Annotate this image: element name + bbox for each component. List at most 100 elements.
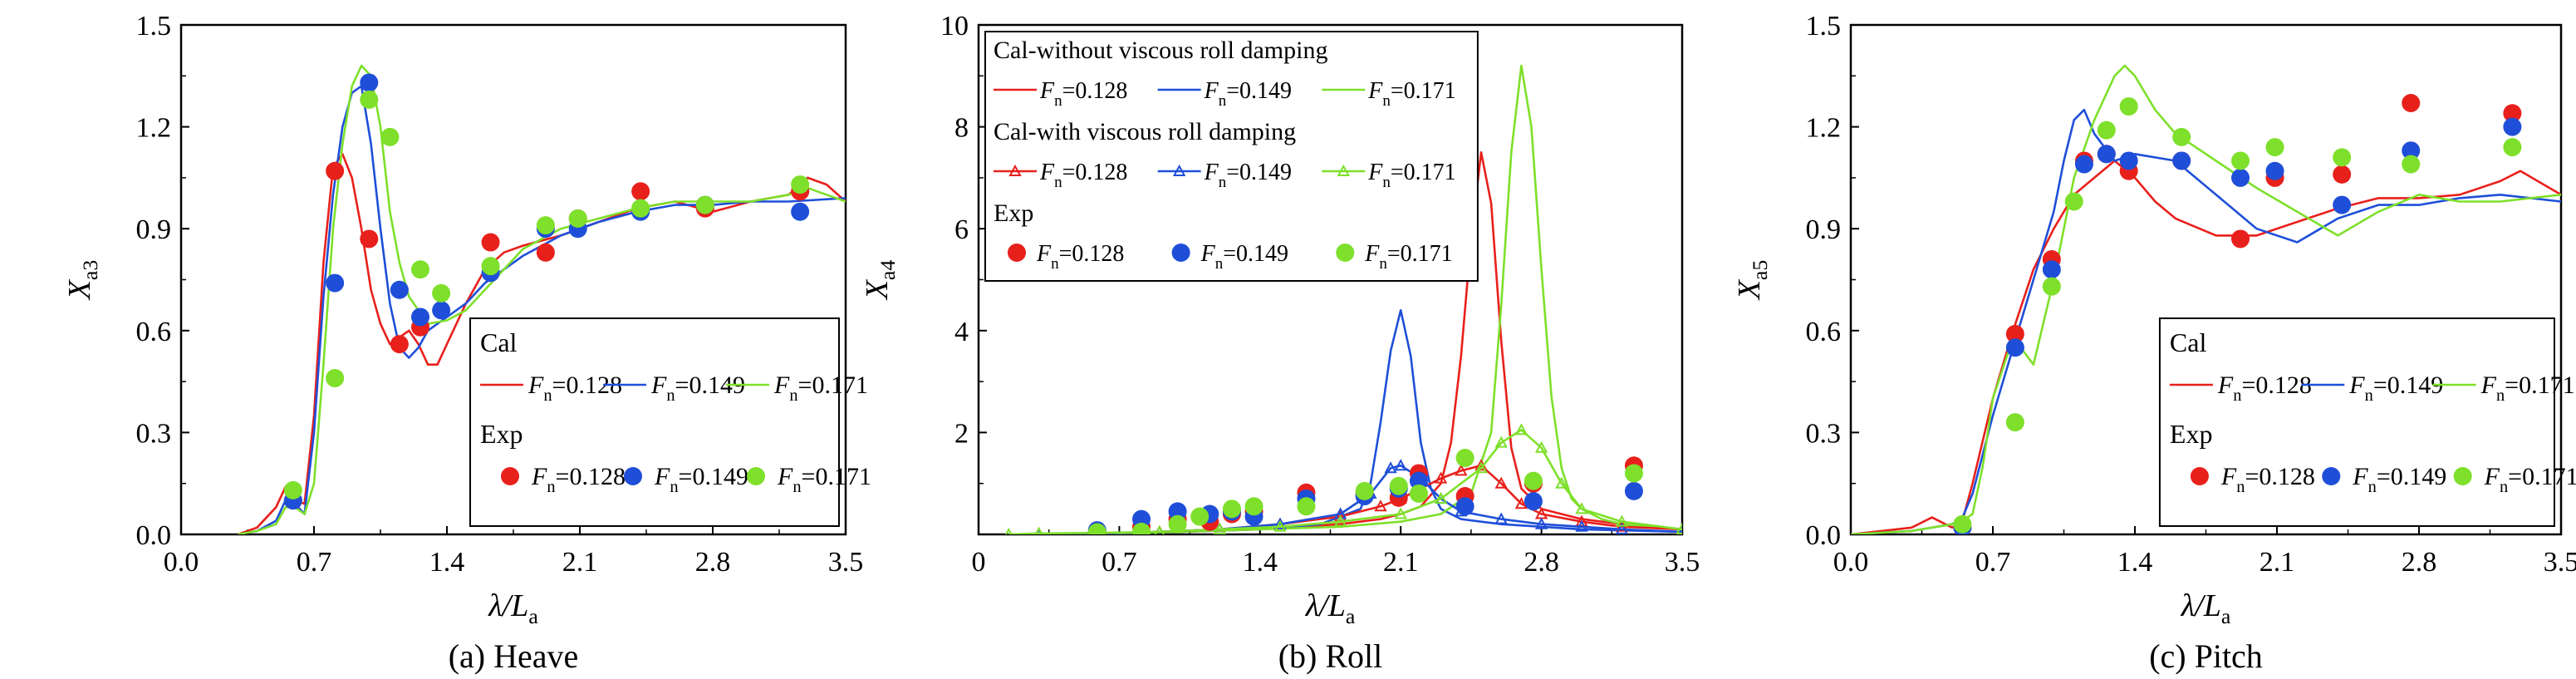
data-point-blue bbox=[1168, 502, 1187, 521]
data-point-green bbox=[1132, 522, 1151, 534]
data-point-blue bbox=[2333, 195, 2352, 214]
triangle-marker-red bbox=[1434, 471, 1448, 484]
triangle-marker-blue bbox=[1676, 524, 1682, 534]
triangle-marker-blue bbox=[1494, 512, 1508, 524]
legend-dot-swatch bbox=[1171, 244, 1190, 262]
x-axis-title: λ/La bbox=[488, 588, 538, 628]
legend-entry-label: Fn=0.128 bbox=[1039, 78, 1127, 110]
data-point-red bbox=[2402, 93, 2421, 112]
data-point-blue bbox=[360, 73, 379, 92]
y-tick-label: 0.3 bbox=[1806, 418, 1842, 449]
data-point-green bbox=[2097, 121, 2116, 140]
data-point-red bbox=[326, 161, 345, 180]
legend-dot-swatch bbox=[2322, 467, 2341, 485]
data-point-red bbox=[481, 233, 500, 252]
data-point-green bbox=[1297, 497, 1316, 516]
data-point-green bbox=[791, 175, 810, 194]
data-point-green bbox=[536, 216, 555, 235]
x-tick-label: 3.5 bbox=[2544, 547, 2576, 578]
x-tick-label: 2.1 bbox=[562, 547, 598, 578]
y-tick-label: 4 bbox=[954, 317, 969, 347]
series-line-blue bbox=[1851, 108, 2561, 534]
legend-triangle-swatch bbox=[1172, 164, 1186, 176]
data-point-green bbox=[2064, 192, 2083, 211]
data-point-blue bbox=[2503, 117, 2522, 136]
legend-box bbox=[469, 317, 840, 527]
legend-entry-label: Fn=0.128 bbox=[531, 463, 626, 496]
y-axis-title: Xa3 bbox=[62, 260, 102, 302]
data-point-blue bbox=[2172, 151, 2191, 170]
triangle-marker-green bbox=[1676, 522, 1682, 534]
data-point-green bbox=[2172, 127, 2191, 146]
triangle-marker-green bbox=[1034, 526, 1043, 534]
legend-triangle-swatch bbox=[1337, 164, 1350, 176]
data-point-green bbox=[1624, 464, 1643, 483]
y-axis-title: Xa5 bbox=[1732, 260, 1772, 302]
data-point-green bbox=[1244, 497, 1263, 516]
data-point-red bbox=[2333, 165, 2352, 184]
triangle-marker-green bbox=[1333, 514, 1347, 527]
legend-dot-swatch bbox=[1336, 244, 1355, 262]
x-tick-label: 0 bbox=[972, 547, 986, 578]
x-tick-label: 0.0 bbox=[1833, 547, 1869, 578]
data-point-blue bbox=[791, 202, 810, 221]
legend-dot-swatch bbox=[2453, 467, 2472, 485]
data-point-green bbox=[631, 199, 650, 218]
panel-caption: (c) Pitch bbox=[2149, 637, 2263, 675]
triangle-marker-green bbox=[1615, 514, 1629, 527]
data-point-blue bbox=[2402, 141, 2421, 160]
triangle-marker-blue bbox=[1394, 459, 1407, 471]
data-point-blue bbox=[411, 308, 429, 327]
data-point-blue bbox=[1132, 509, 1151, 529]
data-point-blue bbox=[1409, 471, 1428, 490]
y-tick-label: 0.0 bbox=[1806, 520, 1842, 551]
legend-entry-label: Fn=0.149 bbox=[1204, 78, 1292, 110]
y-tick-label: 1.2 bbox=[1806, 113, 1842, 144]
data-point-red bbox=[2503, 104, 2522, 123]
legend-entry-label: Fn=0.128 bbox=[2220, 463, 2315, 496]
triangle-marker-blue bbox=[1534, 517, 1548, 529]
x-axis-title: λ/La bbox=[1305, 588, 1356, 628]
data-point-blue bbox=[2265, 161, 2284, 180]
legend-entry-label: Fn=0.149 bbox=[1204, 160, 1292, 191]
legend-entry-label: Fn=0.149 bbox=[654, 463, 748, 496]
triangle-marker-red bbox=[1455, 464, 1468, 476]
x-tick-label: 1.4 bbox=[1243, 547, 1278, 578]
x-tick-label: 1.4 bbox=[429, 547, 465, 578]
legend-dot-swatch bbox=[501, 467, 519, 485]
y-tick-label: 1.2 bbox=[136, 113, 172, 144]
legend-group-title: Exp bbox=[994, 199, 1033, 227]
y-tick-label: 1.5 bbox=[1806, 11, 1842, 42]
x-tick-label: 2.1 bbox=[1383, 547, 1419, 578]
data-point-green bbox=[2119, 97, 2138, 116]
legend-entry-label: Fn=0.171 bbox=[1367, 160, 1455, 191]
data-point-green bbox=[1953, 514, 1972, 534]
data-point-green bbox=[380, 127, 400, 146]
legend-triangle-swatch bbox=[1008, 164, 1022, 176]
triangle-marker-green bbox=[1575, 502, 1588, 514]
legend-entry-label: Fn=0.128 bbox=[1036, 241, 1124, 273]
chart-panel-heave: 0.0 0.7 1.4 2.1 2.8 3.5 0.0 0.3 0.6 0.9 1.2 1.5 λ/La… bbox=[62, 11, 871, 675]
triangle-marker-green bbox=[1474, 461, 1488, 474]
y-axis-title: Xa4 bbox=[860, 260, 900, 302]
x-tick-label: 2.8 bbox=[695, 547, 731, 578]
legend-dot-swatch bbox=[2190, 467, 2209, 485]
legend-entry-label: Fn=0.149 bbox=[1200, 241, 1288, 273]
y-tick-label: 8 bbox=[954, 113, 969, 144]
triangle-marker-green bbox=[1154, 524, 1165, 534]
y-tick-label: 0.6 bbox=[136, 317, 172, 347]
data-point-green bbox=[695, 195, 714, 214]
panel-caption: (b) Roll bbox=[1278, 637, 1383, 675]
data-point-blue bbox=[1455, 497, 1474, 516]
data-point-green bbox=[432, 283, 451, 303]
data-point-green bbox=[1389, 476, 1408, 495]
data-point-blue bbox=[2005, 338, 2024, 357]
triangle-marker-green bbox=[1004, 527, 1013, 534]
data-point-red bbox=[536, 243, 555, 262]
triangle-marker-red bbox=[1514, 497, 1528, 509]
triangle-marker-green bbox=[1555, 476, 1568, 489]
x-tick-label: 2.8 bbox=[2402, 547, 2437, 578]
data-point-blue bbox=[432, 301, 451, 320]
series-line-green bbox=[238, 64, 846, 534]
data-point-red bbox=[360, 229, 379, 248]
